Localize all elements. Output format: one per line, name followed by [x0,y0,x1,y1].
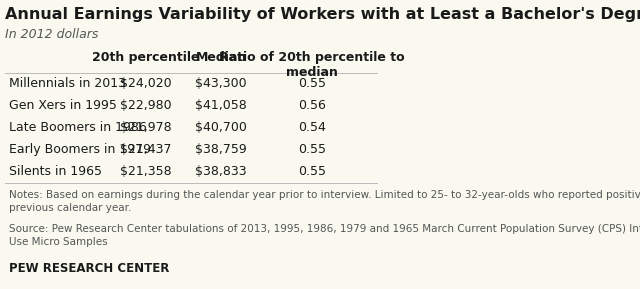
Text: $40,700: $40,700 [195,121,247,134]
Text: In 2012 dollars: In 2012 dollars [5,28,99,41]
Text: PEW RESEARCH CENTER: PEW RESEARCH CENTER [9,262,170,275]
Text: Early Boomers in 1979: Early Boomers in 1979 [9,143,151,156]
Text: 0.55: 0.55 [298,165,326,178]
Text: Late Boomers in 1986: Late Boomers in 1986 [9,121,147,134]
Text: $38,759: $38,759 [195,143,247,156]
Text: 20th percentile: 20th percentile [92,51,199,64]
Text: Gen Xers in 1995: Gen Xers in 1995 [9,99,117,112]
Text: Median: Median [196,51,247,64]
Text: $21,437: $21,437 [120,143,171,156]
Text: Ratio of 20th percentile to
median: Ratio of 20th percentile to median [220,51,405,79]
Text: $22,980: $22,980 [120,99,172,112]
Text: Annual Earnings Variability of Workers with at Least a Bachelor's Degree: Annual Earnings Variability of Workers w… [5,7,640,22]
Text: $38,833: $38,833 [195,165,247,178]
Text: Silents in 1965: Silents in 1965 [9,165,102,178]
Text: $24,020: $24,020 [120,77,172,90]
Text: 0.55: 0.55 [298,77,326,90]
Text: $41,058: $41,058 [195,99,247,112]
Text: $21,978: $21,978 [120,121,172,134]
Text: $43,300: $43,300 [195,77,247,90]
Text: Source: Pew Research Center tabulations of 2013, 1995, 1986, 1979 and 1965 March: Source: Pew Research Center tabulations … [9,224,640,247]
Text: Millennials in 2013: Millennials in 2013 [9,77,126,90]
Text: 0.56: 0.56 [298,99,326,112]
Text: 0.54: 0.54 [298,121,326,134]
Text: 0.55: 0.55 [298,143,326,156]
Text: $21,358: $21,358 [120,165,172,178]
Text: Notes: Based on earnings during the calendar year prior to interview. Limited to: Notes: Based on earnings during the cale… [9,190,640,213]
